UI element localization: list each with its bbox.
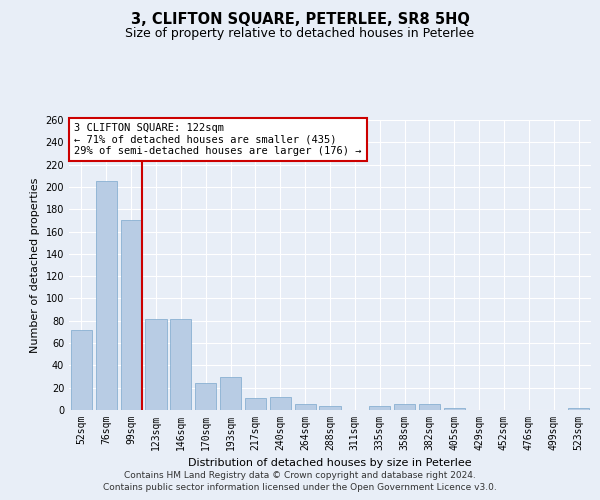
Bar <box>394 404 415 410</box>
Bar <box>121 220 142 410</box>
Bar <box>96 182 117 410</box>
Text: Size of property relative to detached houses in Peterlee: Size of property relative to detached ho… <box>125 28 475 40</box>
Y-axis label: Number of detached properties: Number of detached properties <box>30 178 40 352</box>
Text: Contains public sector information licensed under the Open Government Licence v3: Contains public sector information licen… <box>103 484 497 492</box>
Bar <box>295 404 316 410</box>
Bar <box>270 396 291 410</box>
Text: 3 CLIFTON SQUARE: 122sqm
← 71% of detached houses are smaller (435)
29% of semi-: 3 CLIFTON SQUARE: 122sqm ← 71% of detach… <box>74 123 362 156</box>
Bar <box>369 406 390 410</box>
Bar <box>170 318 191 410</box>
Bar <box>145 318 167 410</box>
Bar <box>245 398 266 410</box>
Bar <box>319 406 341 410</box>
X-axis label: Distribution of detached houses by size in Peterlee: Distribution of detached houses by size … <box>188 458 472 468</box>
Bar <box>71 330 92 410</box>
Bar <box>444 408 465 410</box>
Bar <box>220 376 241 410</box>
Bar <box>419 404 440 410</box>
Bar <box>568 408 589 410</box>
Text: Contains HM Land Registry data © Crown copyright and database right 2024.: Contains HM Land Registry data © Crown c… <box>124 471 476 480</box>
Bar <box>195 383 216 410</box>
Text: 3, CLIFTON SQUARE, PETERLEE, SR8 5HQ: 3, CLIFTON SQUARE, PETERLEE, SR8 5HQ <box>131 12 469 28</box>
